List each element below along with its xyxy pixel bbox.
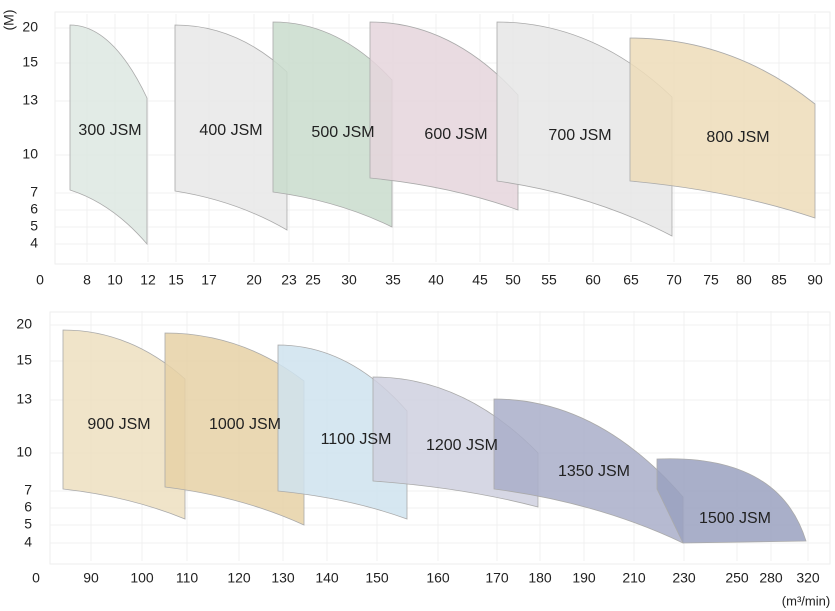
x-tick-label: 140 xyxy=(315,570,339,586)
x-tick-label: 110 xyxy=(176,570,199,586)
y-tick-label: 15 xyxy=(22,54,38,70)
x-tick-label: 0 xyxy=(32,570,40,586)
x-tick-label: 85 xyxy=(771,272,787,288)
x-tick-label: 60 xyxy=(585,272,601,288)
model-region xyxy=(69,24,148,246)
model-label: 500 JSM xyxy=(311,124,374,141)
model-region xyxy=(629,37,816,219)
y-tick-label: 20 xyxy=(22,19,38,35)
model-label: 900 JSM xyxy=(87,416,150,433)
model-label: 1350 JSM xyxy=(558,463,630,480)
x-tick-label: 55 xyxy=(541,272,557,288)
x-tick-label: 120 xyxy=(227,570,251,586)
model-region xyxy=(164,332,305,526)
model-label: 1500 JSM xyxy=(699,510,771,527)
x-tick-label: 80 xyxy=(736,272,752,288)
y-tick-label: 10 xyxy=(22,146,38,162)
x-tick-label: 17 xyxy=(201,272,217,288)
x-tick-label: 160 xyxy=(426,570,450,586)
x-tick-label: 12 xyxy=(140,272,156,288)
x-tick-label: 190 xyxy=(572,570,596,586)
x-tick-label: 230 xyxy=(672,570,696,586)
x-tick-label: 100 xyxy=(130,570,154,586)
y-tick-label: 7 xyxy=(30,184,38,200)
model-label: 400 JSM xyxy=(199,122,262,139)
y-tick-label: 13 xyxy=(22,92,38,108)
x-tick-label: 50 xyxy=(505,272,521,288)
x-tick-label: 180 xyxy=(528,570,552,586)
x-tick-label: 70 xyxy=(666,272,682,288)
x-tick-label: 320 xyxy=(796,570,820,586)
y-tick-label: 5 xyxy=(24,516,32,532)
x-tick-label: 210 xyxy=(622,570,646,586)
y-axis-label: (M) xyxy=(1,10,17,31)
model-label: 300 JSM xyxy=(78,122,141,139)
y-tick-label: 5 xyxy=(30,218,38,234)
x-tick-label: 10 xyxy=(107,272,123,288)
x-tick-label: 15 xyxy=(168,272,184,288)
model-region xyxy=(62,329,186,520)
y-tick-label: 4 xyxy=(24,534,32,550)
model-label: 1000 JSM xyxy=(209,416,281,433)
x-tick-label: 150 xyxy=(365,570,389,586)
model-label: 800 JSM xyxy=(706,129,769,146)
x-tick-label: 35 xyxy=(385,272,401,288)
model-region xyxy=(656,458,807,544)
x-tick-label: 20 xyxy=(246,272,262,288)
x-tick-label: 90 xyxy=(807,272,823,288)
y-tick-label: 6 xyxy=(30,201,38,217)
model-label: 600 JSM xyxy=(424,126,487,143)
x-tick-label: 280 xyxy=(759,570,783,586)
y-tick-label: 15 xyxy=(16,352,32,368)
x-tick-label: 170 xyxy=(485,570,509,586)
x-tick-label: 25 xyxy=(305,272,321,288)
x-tick-label: 40 xyxy=(428,272,444,288)
y-tick-label: 7 xyxy=(24,482,32,498)
x-tick-label: 8 xyxy=(83,272,91,288)
model-region xyxy=(272,21,393,228)
x-tick-label: 130 xyxy=(271,570,295,586)
x-tick-label: 30 xyxy=(341,272,357,288)
x-axis-unit: (m³/min) xyxy=(782,593,830,608)
x-tick-label: 23 xyxy=(281,272,297,288)
y-tick-label: 10 xyxy=(16,444,32,460)
model-label: 700 JSM xyxy=(548,127,611,144)
x-tick-label: 250 xyxy=(725,570,749,586)
y-tick-label: 13 xyxy=(16,391,32,407)
x-tick-label: 65 xyxy=(623,272,639,288)
x-tick-label: 75 xyxy=(703,272,719,288)
x-tick-label: 90 xyxy=(83,570,99,586)
model-label: 1100 JSM xyxy=(321,431,392,448)
y-tick-label: 6 xyxy=(24,499,32,515)
y-tick-label: 20 xyxy=(16,316,32,332)
model-label: 1200 JSM xyxy=(426,437,498,454)
x-tick-label: 0 xyxy=(36,272,44,288)
y-tick-label: 4 xyxy=(30,235,38,251)
x-tick-label: 45 xyxy=(472,272,488,288)
